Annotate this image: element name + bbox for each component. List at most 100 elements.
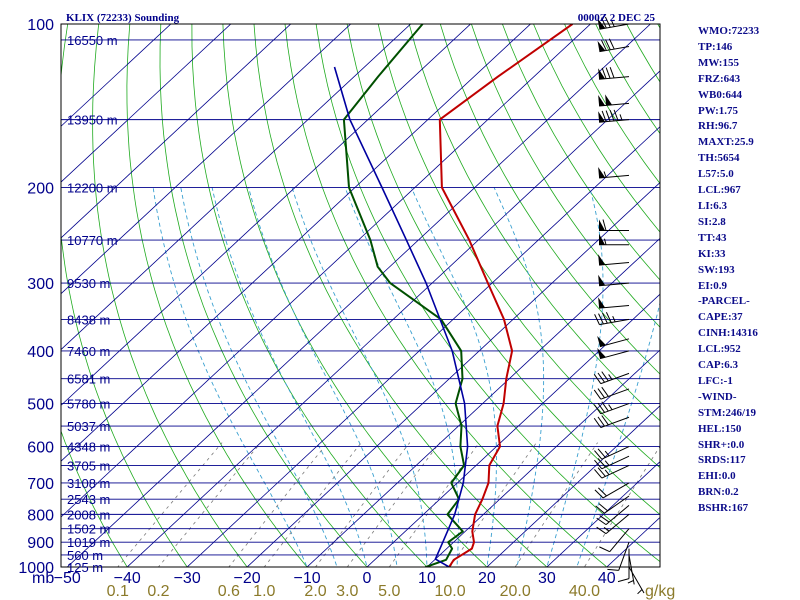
mixing-ratio-unit-label: g/kg	[645, 583, 675, 600]
mixing-ratio-tick-label: 20.0	[500, 583, 531, 600]
height-label: 1019 m	[67, 535, 110, 550]
pressure-tick-label: 500	[27, 397, 54, 414]
dry-adiabat	[126, 24, 308, 567]
mixing-ratio-line	[157, 442, 262, 567]
temperature-tick-label: −10	[293, 570, 320, 587]
mixing-ratio-line	[117, 442, 223, 567]
wind-barb	[598, 167, 630, 179]
height-label: 8438 m	[67, 312, 110, 327]
temperature-tick-label: 0	[363, 570, 372, 587]
mixing-ratio-tick-label: 3.0	[336, 583, 358, 600]
dry-adiabat	[253, 24, 548, 567]
index-item: MW:155	[698, 56, 739, 69]
dry-adiabat	[284, 24, 608, 567]
isotherm	[126, 70, 660, 567]
mixing-ratio-line	[514, 442, 598, 567]
index-item: BRN:0.2	[698, 486, 739, 499]
wind-barb	[598, 94, 630, 107]
dry-adiabat	[222, 24, 488, 567]
wind-barb	[598, 67, 630, 80]
index-item: EI:0.9	[698, 279, 728, 292]
moist-adiabat	[493, 187, 545, 567]
wind-barb	[627, 554, 635, 585]
wind-barb	[599, 528, 630, 553]
wind-barb	[617, 548, 630, 583]
height-label: 13950 m	[67, 113, 118, 128]
height-label: 3705 m	[67, 458, 110, 473]
wind-barb	[599, 233, 629, 246]
dry-adiabat	[315, 24, 660, 563]
dry-adiabat	[346, 24, 660, 516]
isotherm	[61, 24, 592, 518]
isotherm	[246, 182, 660, 567]
temperature-tick-label: 20	[478, 570, 496, 587]
wind-barb	[597, 335, 630, 348]
wind-barb	[598, 297, 630, 309]
dry-adiabat	[439, 24, 660, 375]
index-item: LFC:-1	[698, 374, 733, 387]
index-item: -PARCEL-	[698, 295, 750, 308]
wind-barb	[628, 566, 645, 595]
mixing-ratio-line	[228, 442, 329, 567]
dry-adiabat	[191, 24, 428, 567]
height-label: 16550 m	[67, 33, 118, 48]
pressure-tick-label: 100	[27, 17, 54, 34]
isotherm	[66, 24, 652, 567]
pressure-tick-label: 700	[27, 476, 54, 493]
pressure-tick-label: 900	[27, 535, 54, 552]
isotherms	[61, 24, 660, 567]
height-label: 6581 m	[67, 372, 110, 387]
mixing-ratio-tick-label: 0.1	[107, 583, 129, 600]
index-item: FRZ:643	[698, 72, 741, 85]
dewpoint-line	[342, 24, 466, 567]
wind-barb	[607, 541, 630, 571]
height-label: 560 m	[67, 548, 103, 563]
wind-barb	[594, 464, 630, 479]
index-item: SI:2.8	[698, 215, 726, 228]
wind-barb	[594, 482, 630, 499]
mixing-ratio-line	[315, 442, 411, 567]
wind-barb	[594, 312, 630, 326]
isotherm	[426, 349, 660, 567]
temperature-line	[438, 24, 574, 567]
mixing-ratio-tick-label: 0.6	[218, 583, 240, 600]
isotherm	[186, 126, 660, 567]
height-label: 10770 m	[67, 233, 118, 248]
index-item: WMO:72233	[698, 25, 760, 37]
index-item: MAXT:25.9	[698, 136, 754, 149]
height-label: 1502 m	[67, 522, 110, 537]
index-item: TH:5654	[698, 152, 740, 165]
temperature-tick-label: 40	[598, 570, 616, 587]
wind-barb	[595, 495, 630, 514]
index-item: CAPE:37	[698, 311, 743, 324]
isotherm	[306, 237, 660, 567]
mixing-ratio-line	[388, 442, 480, 567]
pressure-tick-label: 200	[27, 180, 54, 197]
height-label: 7460 m	[67, 344, 110, 359]
moist-adiabat	[546, 187, 604, 567]
index-item: -WIND-	[698, 390, 737, 403]
index-item: WB0:644	[698, 88, 742, 101]
isobars	[61, 39, 660, 567]
pressure-tick-label: 800	[27, 507, 54, 524]
moist-adiabat	[291, 187, 428, 567]
pressure-unit-label: mb	[32, 570, 54, 587]
index-item: RH:96.7	[698, 120, 738, 133]
isotherm	[61, 24, 232, 183]
isotherm	[61, 24, 472, 406]
mixing-ratio-tick-label: 2.0	[304, 583, 326, 600]
index-item: CINH:14316	[698, 327, 758, 340]
moist-adiabat	[248, 187, 398, 567]
isotherm	[546, 461, 660, 567]
height-label: 3108 m	[67, 476, 110, 491]
index-item: TP:146	[698, 40, 733, 53]
index-item: SHR+:0.0	[698, 438, 745, 451]
moist-adiabat	[410, 187, 497, 567]
sounding-indices-list: WMO:72233 TP:146 MW:155 FRZ:643 WB0:644 PW:1.…	[698, 24, 798, 517]
parcel-line	[333, 66, 469, 567]
height-label: 9530 m	[67, 276, 110, 291]
temperature-tick-label: 10	[418, 570, 436, 587]
dry-adiabat	[92, 24, 248, 567]
index-item: PW:1.75	[698, 104, 739, 117]
